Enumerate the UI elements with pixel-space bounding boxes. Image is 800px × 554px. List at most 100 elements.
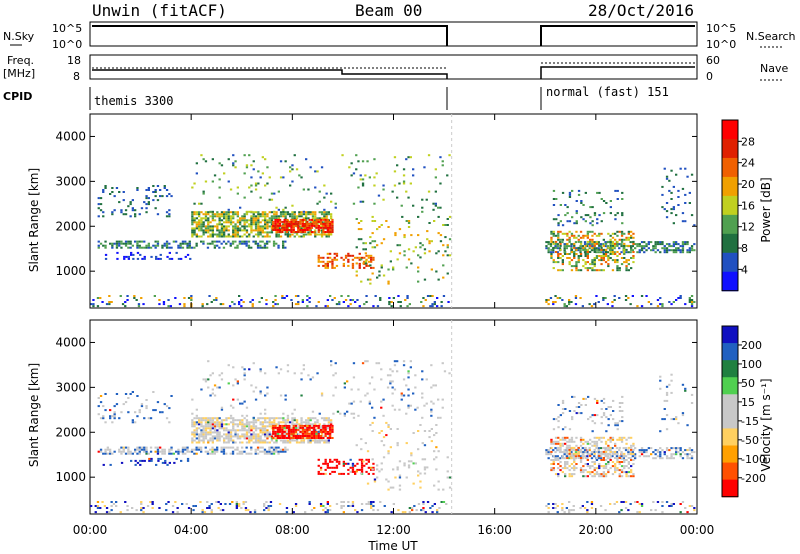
range-cell <box>302 421 305 424</box>
range-cell <box>579 448 583 451</box>
range-cell <box>672 222 675 225</box>
range-cell <box>223 233 226 236</box>
range-cell <box>609 248 612 251</box>
range-cell <box>672 208 675 211</box>
range-cell <box>399 301 402 303</box>
range-cell <box>317 218 320 221</box>
range-cell <box>575 200 578 202</box>
range-cell <box>137 303 141 306</box>
range-cell <box>557 236 560 239</box>
range-cell <box>402 360 406 363</box>
range-cell <box>270 217 274 220</box>
range-cell <box>266 166 269 169</box>
range-cell <box>220 427 224 430</box>
range-cell <box>324 511 327 514</box>
range-cell <box>236 246 239 249</box>
range-cell <box>186 242 189 245</box>
range-cell <box>279 394 283 397</box>
range-cell <box>436 297 439 299</box>
range-cell <box>343 382 346 385</box>
range-cell <box>579 444 583 447</box>
range-cell <box>359 174 362 177</box>
range-cell <box>407 376 410 379</box>
range-cell <box>634 455 637 458</box>
range-cell <box>248 429 251 432</box>
range-cell <box>326 220 329 223</box>
range-cell <box>561 467 564 470</box>
range-cell <box>232 384 235 387</box>
range-cell <box>232 231 235 234</box>
range-cell <box>602 212 606 215</box>
range-cell <box>559 414 562 417</box>
range-cell <box>629 457 632 460</box>
range-cell <box>652 457 655 460</box>
range-cell <box>252 219 255 222</box>
range-cell <box>600 257 603 259</box>
range-cell <box>570 259 574 262</box>
range-cell <box>338 460 341 463</box>
range-cell <box>208 507 211 509</box>
range-cell <box>378 270 381 273</box>
range-cell <box>627 263 630 266</box>
colorbar-segment <box>722 326 738 344</box>
range-cell <box>175 251 178 254</box>
range-cell <box>256 244 260 247</box>
range-cell <box>347 468 350 471</box>
range-cell <box>618 438 621 441</box>
range-cell <box>124 301 127 303</box>
range-cell <box>234 223 237 226</box>
range-cell <box>340 295 343 297</box>
range-cell <box>584 248 587 251</box>
range-cell <box>327 439 330 442</box>
range-cell <box>380 242 383 245</box>
range-cell <box>180 257 183 260</box>
range-cell <box>355 470 358 473</box>
range-cell <box>582 397 585 400</box>
range-cell <box>640 449 644 452</box>
range-cell <box>621 420 624 423</box>
range-cell <box>668 505 671 507</box>
range-cell <box>251 299 254 301</box>
range-cell <box>239 221 242 224</box>
range-cell <box>561 299 564 301</box>
range-cell <box>320 213 324 216</box>
range-cell <box>248 210 251 213</box>
range-cell <box>276 224 279 227</box>
range-cell <box>238 295 241 297</box>
range-cell <box>570 448 574 451</box>
range-cell <box>319 430 323 433</box>
range-cell <box>376 244 379 247</box>
range-cell <box>307 211 310 214</box>
range-cell <box>434 168 437 171</box>
range-cell <box>577 402 581 404</box>
range-cell <box>357 238 361 241</box>
range-cell <box>677 247 680 250</box>
range-cell <box>211 217 214 220</box>
range-cell <box>545 241 548 244</box>
range-cell <box>241 235 244 238</box>
range-cell <box>279 211 283 214</box>
range-cell <box>571 416 574 419</box>
range-cell <box>191 227 194 230</box>
range-cell <box>329 435 332 437</box>
range-cell <box>225 221 228 224</box>
range-cell <box>437 398 440 401</box>
range-cell <box>291 423 294 426</box>
range-cell <box>623 238 626 241</box>
range-cell <box>412 174 415 177</box>
range-cell <box>552 251 555 254</box>
range-cell <box>665 385 669 388</box>
range-cell <box>268 225 271 228</box>
range-cell <box>290 229 293 231</box>
range-cell <box>96 297 100 299</box>
range-cell <box>223 227 226 230</box>
range-cell <box>234 435 237 438</box>
range-cell <box>570 243 573 246</box>
range-cell <box>297 426 300 429</box>
range-cell <box>209 448 212 451</box>
range-cell <box>430 428 433 430</box>
range-cell <box>417 280 420 283</box>
range-cell <box>198 427 201 430</box>
range-cell <box>140 403 144 406</box>
range-cell <box>223 419 226 422</box>
